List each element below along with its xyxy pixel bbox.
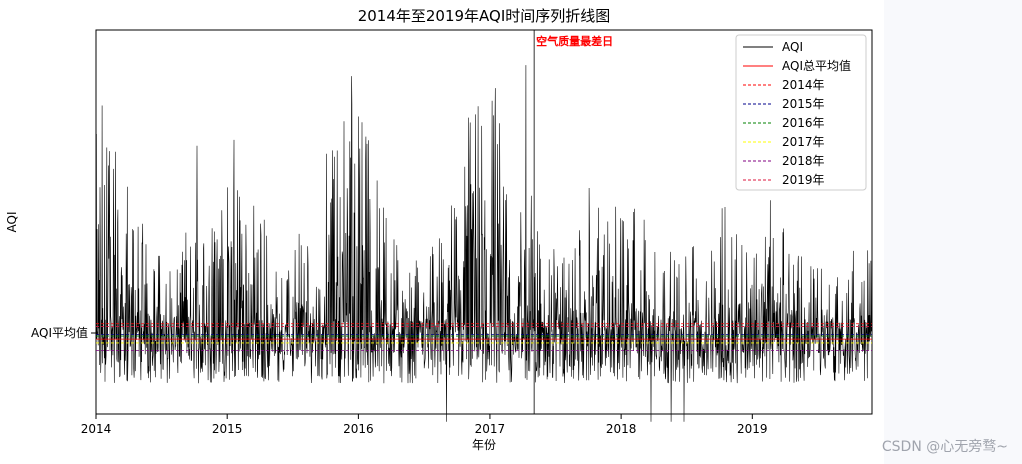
- x-tick-label: 2014: [81, 422, 112, 436]
- annotation-layer: 空气质量最差日: [533, 30, 613, 414]
- x-axis: 2014 2015 2016 2017 2018 2019: [81, 414, 768, 436]
- legend-entry: 2017年: [782, 135, 825, 149]
- x-axis-label: 年份: [472, 438, 496, 452]
- legend-entry: 2014年: [782, 78, 825, 92]
- legend-entry: AQI: [782, 40, 803, 54]
- legend: AQI AQI总平均值 2014年 2015年 2016年 2017年 2018年 2019年: [735, 34, 867, 191]
- legend-entry: 2019年: [782, 173, 825, 187]
- legend-entry: AQI总平均值: [782, 58, 851, 73]
- y-axis-label: AQI: [5, 212, 19, 233]
- x-tick-label: 2018: [606, 422, 637, 436]
- worst-day-annotation: 空气质量最差日: [536, 34, 613, 48]
- x-tick-label: 2015: [212, 422, 243, 436]
- watermark: CSDN @心无旁骛~: [881, 439, 1008, 455]
- legend-entry: 2018年: [782, 154, 825, 168]
- mean-lines: [96, 323, 872, 352]
- y-tick-label: AQI平均值: [31, 325, 88, 340]
- chart-title: 2014年至2019年AQI时间序列折线图: [358, 7, 611, 25]
- legend-entry: 2016年: [782, 116, 825, 130]
- aqi-line-chart: 2014年至2019年AQI时间序列折线图 空气质量最差日 2014 2015 20…: [5, 7, 873, 452]
- y-axis: AQI平均值: [31, 325, 96, 340]
- side-panel: [884, 0, 1022, 464]
- legend-frame: [735, 34, 867, 191]
- x-tick-label: 2019: [737, 422, 768, 436]
- legend-entry: 2015年: [782, 97, 825, 111]
- x-tick-label: 2016: [343, 422, 374, 436]
- x-tick-label: 2017: [475, 422, 506, 436]
